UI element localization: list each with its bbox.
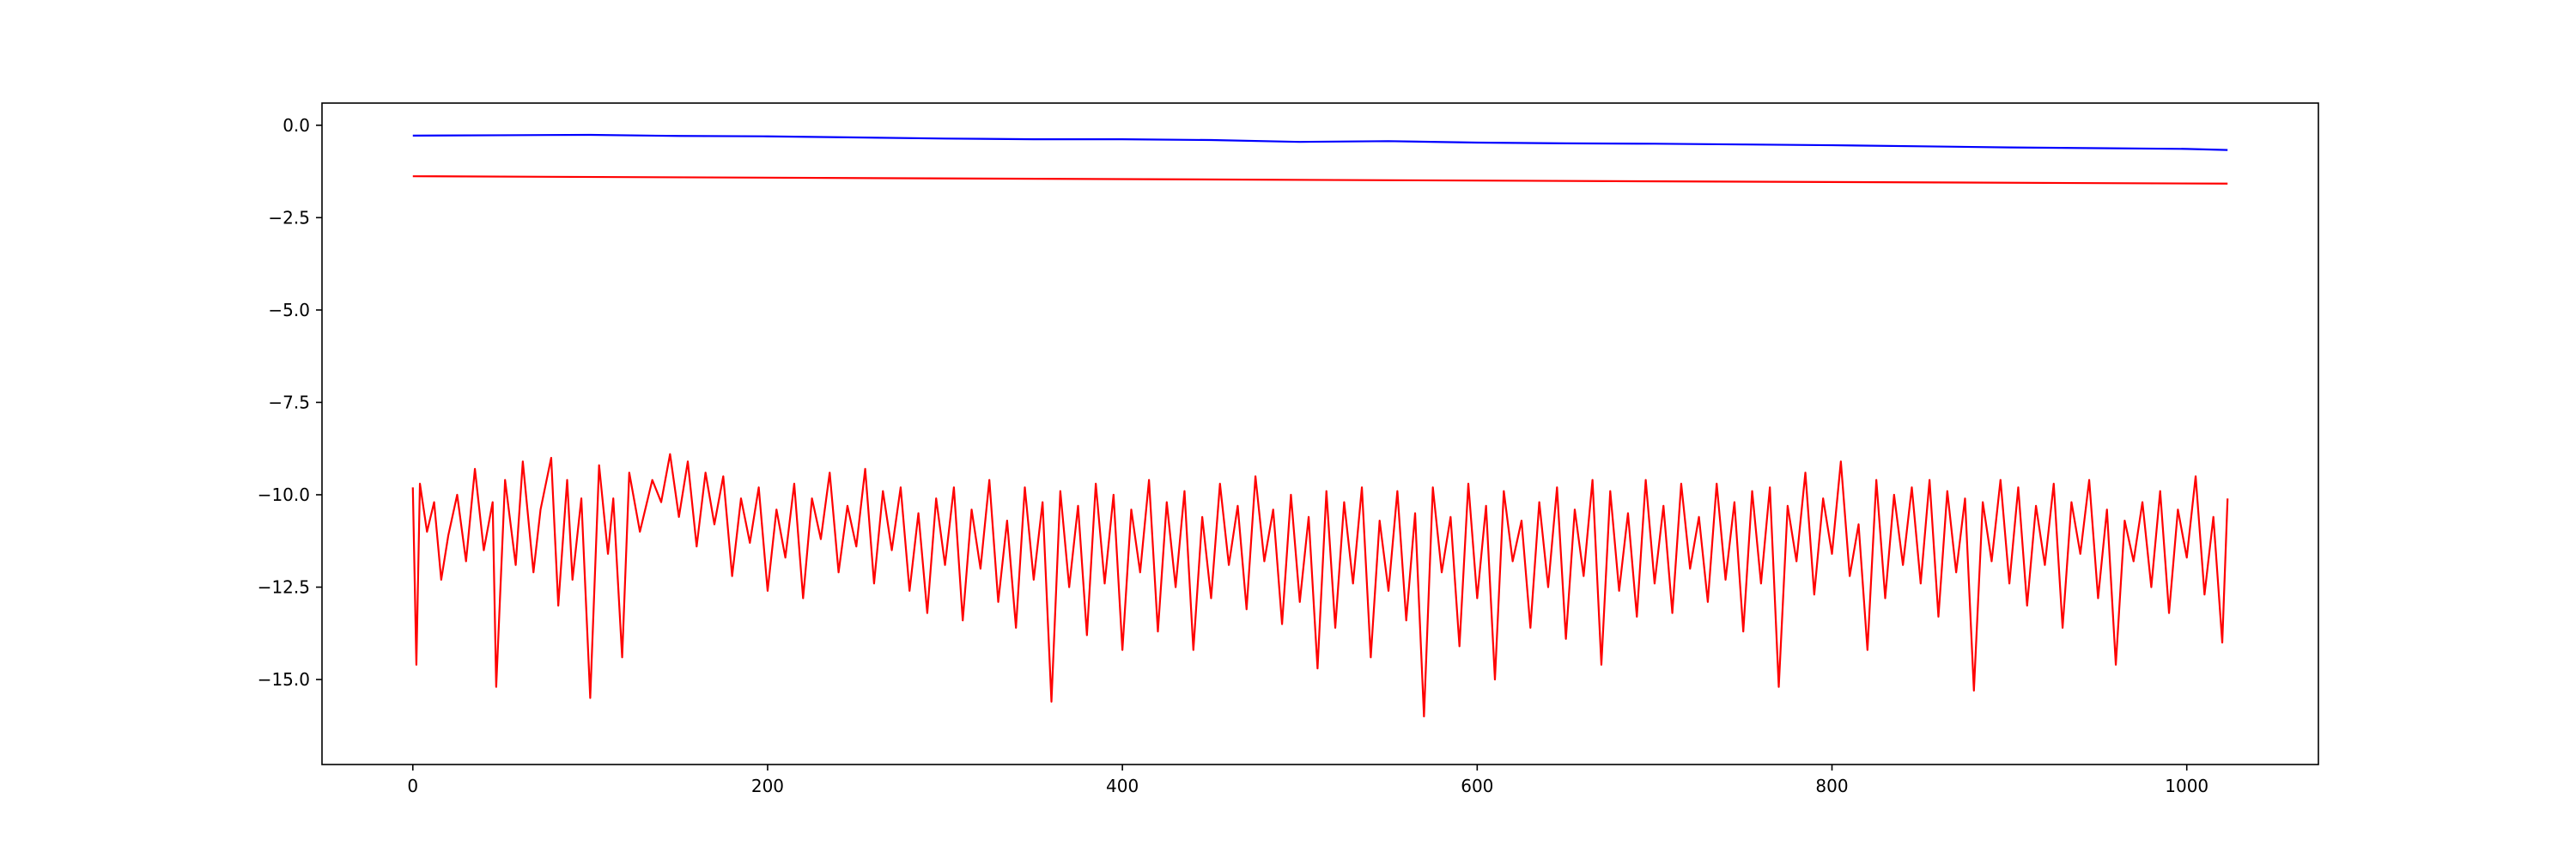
series-line-1 <box>412 133 2228 151</box>
x-axis: 0 200 400 600 800 1000 <box>407 765 2208 796</box>
series-line-3 <box>411 453 2229 718</box>
y-tick-label: −5.0 <box>268 300 310 320</box>
x-tick-label: 800 <box>1815 776 1848 796</box>
y-tick-label: −12.5 <box>258 577 310 598</box>
plot-frame <box>321 102 2319 765</box>
series-layer <box>411 133 2229 718</box>
x-tick-label: 600 <box>1461 776 1493 796</box>
y-tick-label: 0.0 <box>283 115 310 136</box>
x-tick-label: 400 <box>1106 776 1139 796</box>
y-tick-label: −15.0 <box>258 669 310 690</box>
x-tick-label: 1000 <box>2165 776 2208 796</box>
x-tick-label: 0 <box>407 776 418 796</box>
series-line-2 <box>412 175 2228 185</box>
y-axis: 0.0 −2.5 −5.0 −7.5 −10.0 −12.5 −15.0 <box>258 115 322 690</box>
y-tick-label: −2.5 <box>268 207 310 228</box>
y-tick-label: −7.5 <box>268 392 310 412</box>
y-tick-label: −10.0 <box>258 484 310 505</box>
x-tick-label: 200 <box>751 776 784 796</box>
